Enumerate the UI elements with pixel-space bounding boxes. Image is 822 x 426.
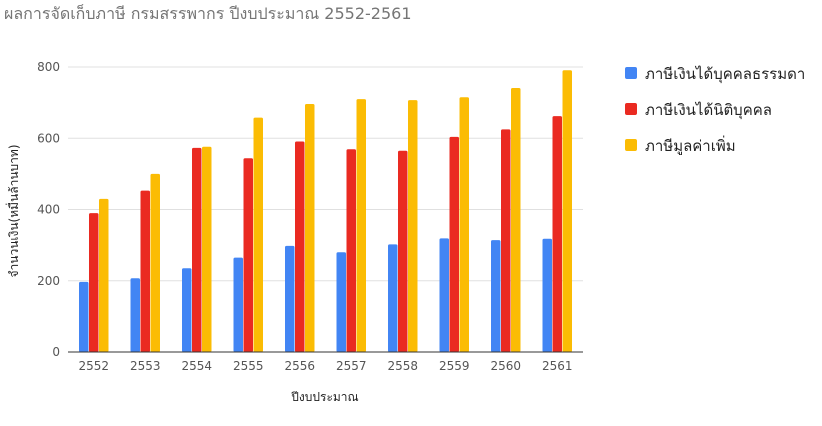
x-tick-label: 2561: [542, 359, 573, 373]
legend-swatch: [625, 103, 637, 115]
bar: [439, 238, 449, 352]
bar: [182, 268, 192, 352]
chart-title: ผลการจัดเก็บภาษี กรมสรรพากร ปีงบประมาณ 2…: [4, 3, 412, 23]
bar: [99, 198, 109, 352]
y-tick-label: 400: [37, 203, 60, 217]
x-tick-label: 2557: [336, 359, 367, 373]
legend-label: ภาษีมูลค่าเพิ่ม: [645, 135, 736, 155]
bar: [285, 245, 295, 352]
y-tick-label: 0: [52, 345, 60, 359]
bar: [130, 278, 140, 352]
bar: [511, 88, 521, 353]
bar: [562, 70, 572, 353]
legend-label: ภาษีเงินได้นิติบุคคล: [645, 101, 772, 120]
bar: [140, 190, 150, 352]
bars: [79, 70, 572, 353]
x-tick-label: 2554: [181, 359, 212, 373]
bar: [243, 158, 253, 352]
y-tick-label: 600: [37, 131, 60, 145]
bar: [388, 244, 398, 352]
legend: ภาษีเงินได้บุคคลธรรมดาภาษีเงินได้นิติบุค…: [625, 65, 805, 155]
bar: [253, 117, 263, 353]
y-tick-label: 800: [37, 60, 60, 74]
bar: [150, 173, 160, 352]
x-tick-label: 2555: [233, 359, 264, 373]
bar: [295, 141, 305, 352]
bar: [233, 257, 243, 352]
x-tick-label: 2552: [78, 359, 109, 373]
bar: [89, 213, 99, 352]
bar: [449, 136, 459, 352]
bar: [346, 149, 356, 352]
bar: [552, 116, 562, 352]
bar: [305, 104, 315, 352]
y-tick-label: 200: [37, 274, 60, 288]
bar: [408, 100, 418, 352]
bar: [202, 146, 212, 352]
x-tick-label: 2560: [490, 359, 521, 373]
bar: [356, 99, 366, 352]
y-axis-title: จำนวนเงิน(หมื่นล้านบาท): [5, 144, 21, 277]
bar: [501, 129, 511, 352]
legend-swatch: [625, 67, 637, 79]
x-tick-label: 2553: [130, 359, 161, 373]
bar: [398, 150, 408, 352]
x-tick-label: 2559: [439, 359, 470, 373]
bar: [192, 147, 202, 352]
axes: 0 200 400 600 800 2552 2553 2554 2555 2556 2557 255…: [37, 60, 583, 373]
x-tick-label: 2556: [284, 359, 315, 373]
x-tick-label: 2558: [387, 359, 418, 373]
x-axis-title: ปีงบประมาณ: [291, 390, 359, 404]
bar: [79, 281, 89, 352]
legend-label: ภาษีเงินได้บุคคลธรรมดา: [645, 65, 805, 84]
bar: [336, 252, 346, 352]
bar: [459, 97, 469, 352]
bar: [491, 240, 501, 352]
legend-swatch: [625, 139, 637, 151]
bar: [542, 238, 552, 352]
